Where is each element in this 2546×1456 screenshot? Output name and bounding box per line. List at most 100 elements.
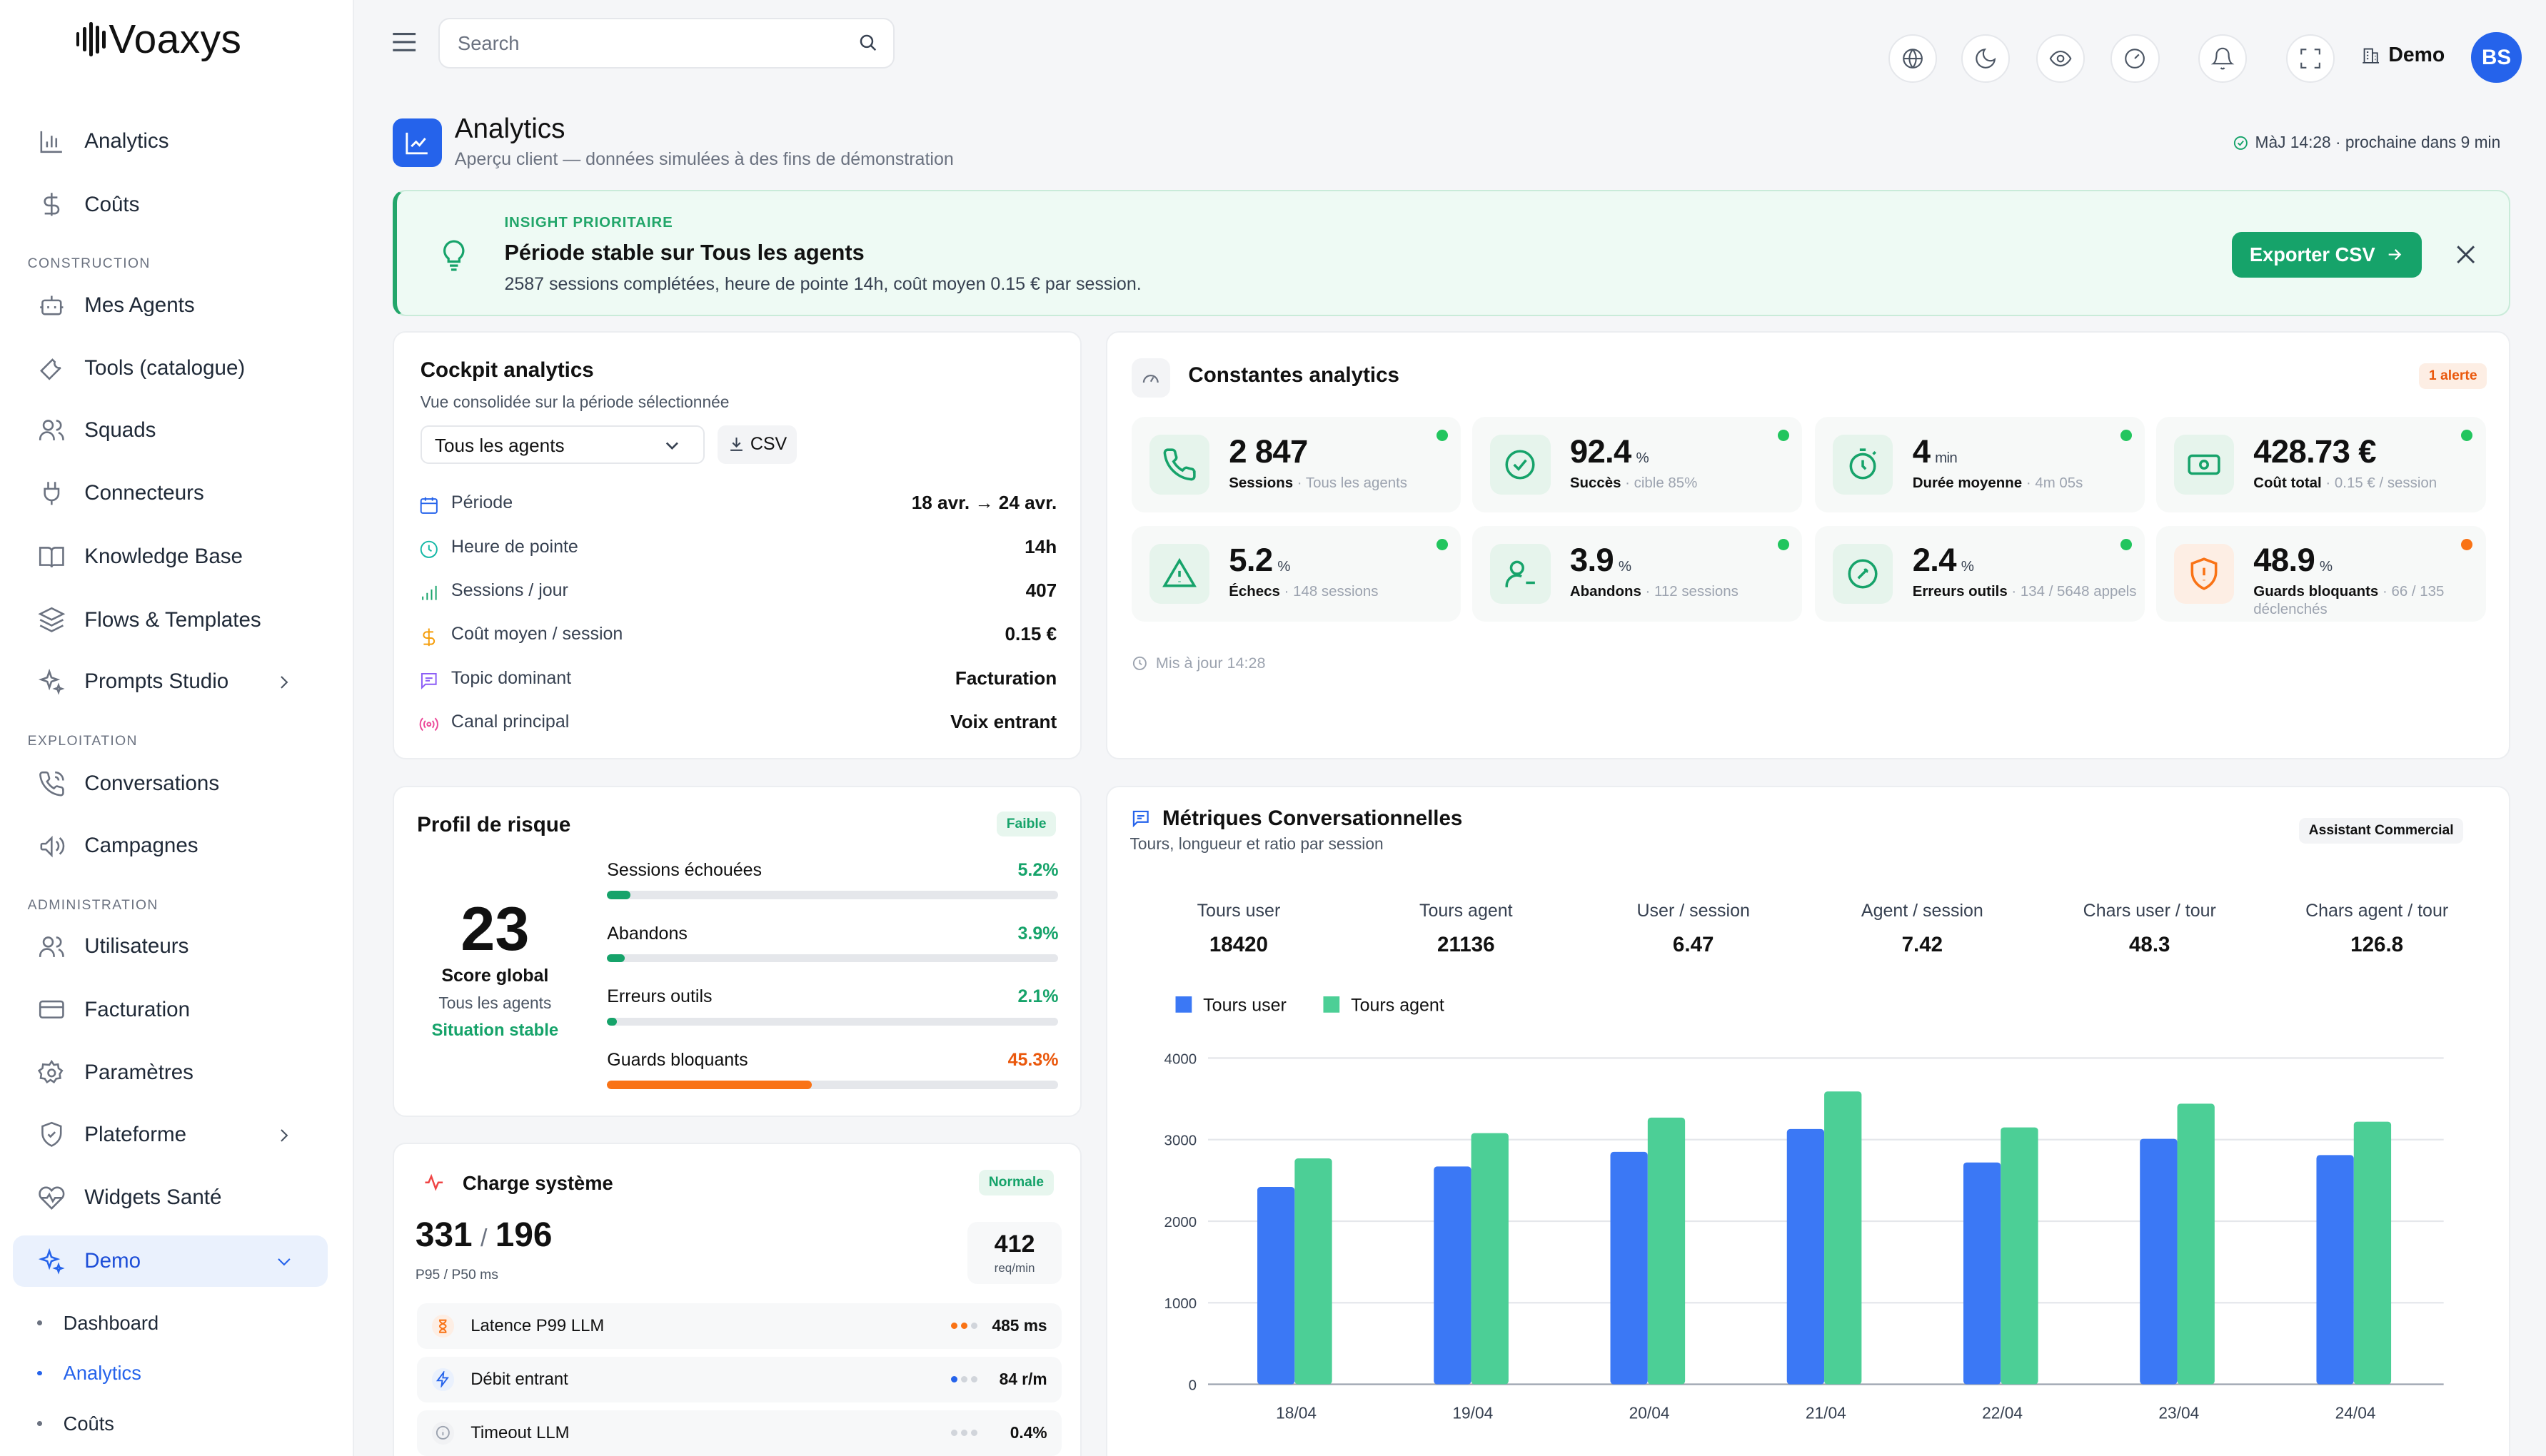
turns-bar-chart: Tours user Tours agent 0 1000 2000 3000 4000 18… [1164,996,2444,1422]
brand-logo[interactable]: Voaxys [76,16,241,63]
kpi-tile-abandons[interactable]: 3.9% Abandons · 112 sessions [1472,525,1803,622]
close-icon[interactable] [2456,245,2475,264]
csv-download-button[interactable]: CSV [717,425,797,465]
sidebar-item-label: Facturation [84,997,191,1021]
cockpit-card: Cockpit analytics Vue consolidée sur la … [393,330,1082,760]
signal-bars-icon [418,580,440,602]
bar-user [1963,1162,2001,1385]
search-input[interactable] [458,32,847,56]
notifications-button[interactable] [2198,34,2248,83]
speed-button[interactable] [2110,34,2160,83]
agent-badge[interactable]: Assistant Commercial [2298,817,2464,844]
page-title: Analytics [454,113,565,145]
language-button[interactable] [1888,34,1938,83]
phone-call-icon [37,769,66,799]
sidebar-item-tools[interactable]: Tools (catalogue) [13,343,328,395]
stat-chars-agent: Chars agent / tour 126.8 [2305,900,2449,956]
sidebar-item-mes-agents[interactable]: Mes Agents [13,279,328,331]
stat-tours-agent: Tours agent 21136 [1419,900,1513,956]
book-icon [37,542,66,572]
kpi-tile-erreurs-outils[interactable]: 2.4% Erreurs outils · 134 / 5648 appels [1815,525,2145,622]
globe-icon [1903,48,1923,69]
kpi-tile-guards[interactable]: 48.9% Guards bloquants · 66 / 135 déclen… [2155,525,2486,622]
chevron-down-icon [273,1250,296,1273]
sidebar-item-plateforme[interactable]: Plateforme [13,1108,328,1161]
logo-icon [76,21,106,57]
search-icon[interactable] [857,32,879,54]
sidebar-item-campagnes[interactable]: Campagnes [13,819,328,871]
wrench-icon [37,354,66,383]
bar-user [1610,1151,1648,1385]
download-icon [730,438,743,452]
sidebar-item-label: Demo [84,1249,141,1273]
update-status: MàJ 14:28 · prochaine dans 9 min [2233,133,2500,152]
chevron-down-icon [665,443,679,450]
gauge-icon [1131,358,1171,398]
sidebar-item-label: Conversations [84,772,220,796]
agent-select[interactable]: Tous les agents [420,425,705,465]
cockpit-row-topic: Topic dominant Facturation [418,664,1057,693]
org-name: Demo [2388,44,2445,67]
warning-triangle-icon [1149,543,1209,604]
cockpit-row-periode: Période 18 avr. → 24 avr. [418,488,1057,517]
sidebar-item-utilisateurs[interactable]: Utilisateurs [13,920,328,972]
status-dot [1436,430,1449,442]
theme-toggle-button[interactable] [1961,34,2011,83]
cockpit-row-canal: Canal principal Voix entrant [418,707,1057,737]
status-dot [1777,538,1789,550]
sidebar-subitem-analytics[interactable]: Analytics [37,1362,141,1385]
status-dot [2461,538,2473,550]
sidebar-item-squads[interactable]: Squads [13,404,328,456]
sidebar-item-demo[interactable]: Demo [13,1235,328,1288]
sidebar-subitem-couts[interactable]: Coûts [37,1412,114,1435]
kpi-tile-cout-total[interactable]: 428.73 € Coût total · 0.15 € / session [2155,417,2486,513]
sidebar-item-flows-templates[interactable]: Flows & Templates [13,594,328,646]
sidebar-item-label: Knowledge Base [84,545,243,569]
sidebar-item-analytics[interactable]: Analytics [13,115,328,167]
sidebar-item-label: Mes Agents [84,293,195,317]
sidebar-item-label: Utilisateurs [84,934,189,958]
x-tick-label: 19/04 [1452,1403,1493,1422]
bar-user [1786,1128,1824,1385]
avatar[interactable]: BS [2471,32,2522,83]
visibility-button[interactable] [2036,34,2085,83]
load-title: Charge système [462,1171,613,1194]
request-rate: 412 req/min [967,1222,1062,1284]
load-row-debit: Débit entrant 84 r/m [417,1356,1062,1402]
sidebar-item-label: Plateforme [84,1122,187,1146]
sidebar-subitem-dashboard[interactable]: Dashboard [37,1312,159,1335]
sidebar-item-conversations[interactable]: Conversations [13,758,328,810]
latency-label: P95 / P50 ms [415,1267,498,1283]
fullscreen-button[interactable] [2286,34,2335,83]
heart-pulse-icon [37,1183,66,1213]
chevron-right-icon [273,670,296,693]
gear-icon [37,1058,66,1088]
kpi-tile-echecs[interactable]: 5.2% Échecs · 148 sessions [1131,525,1461,622]
search-box[interactable] [438,18,895,69]
x-tick-label: 23/04 [2158,1403,2199,1422]
export-csv-button[interactable]: Exporter CSV [2232,231,2422,278]
sidebar-item-facturation[interactable]: Facturation [13,984,328,1036]
sidebar-item-knowledge-base[interactable]: Knowledge Base [13,531,328,583]
sidebar-item-widgets-sante[interactable]: Widgets Santé [13,1172,328,1224]
kpi-tile-succes[interactable]: 92.4% Succès · cible 85% [1472,417,1803,513]
insight-tag: INSIGHT PRIORITAIRE [504,213,673,231]
kpi-tile-duree[interactable]: 4 min Durée moyenne · 4m 05s [1815,417,2145,513]
chevron-right-icon [273,1123,296,1146]
sidebar-item-connecteurs[interactable]: Connecteurs [13,467,328,520]
bar-agent [1647,1117,1685,1385]
sidebar-item-parametres[interactable]: Paramètres [13,1047,328,1099]
sparkles-icon [37,667,66,697]
menu-icon[interactable] [391,31,417,54]
kpi-tile-sessions[interactable]: 2 847 Sessions · Tous les agents [1131,417,1461,513]
shield-check-icon [37,1120,66,1149]
sidebar-item-prompts-studio[interactable]: Prompts Studio [13,656,328,708]
bar-agent [2001,1127,2038,1385]
shield-alert-icon [2173,543,2234,604]
level-indicator [951,1430,977,1437]
sidebar-item-couts[interactable]: Coûts [13,178,328,231]
section-exploitation: EXPLOITATION [27,733,138,749]
bell-icon [2211,47,2235,70]
org-switcher[interactable]: Demo [2361,44,2445,67]
risk-score-label: Score global [441,965,549,986]
